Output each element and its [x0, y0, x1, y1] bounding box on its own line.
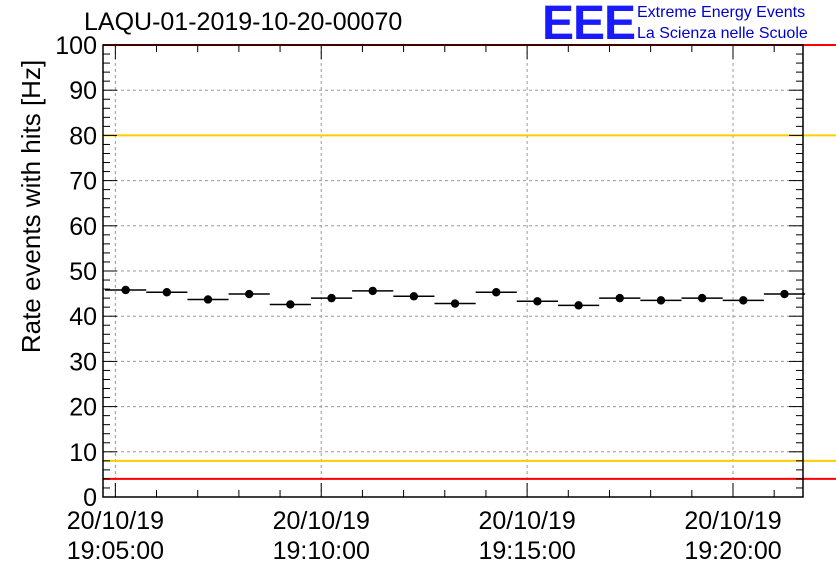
- y-tick-label: 0: [83, 484, 97, 512]
- axis-ticks: [103, 44, 803, 498]
- x-tick-label-date: 20/10/19: [478, 507, 575, 535]
- grid-lines: [103, 45, 803, 497]
- y-tick-label: 100: [55, 32, 97, 60]
- y-tick-label: 30: [69, 348, 97, 376]
- data-point: [162, 288, 172, 297]
- data-point: [450, 299, 460, 308]
- y-tick-label: 90: [69, 77, 97, 105]
- data-point: [327, 293, 336, 303]
- logo-line-2: La Scienza nelle Scuole: [637, 25, 808, 42]
- data-point: [656, 296, 666, 305]
- data-point: [697, 293, 707, 303]
- eee-logo: EEE: [542, 0, 636, 50]
- data-series: [105, 285, 806, 310]
- x-tick-label-date: 20/10/19: [684, 507, 781, 535]
- data-point: [780, 289, 789, 299]
- data-point: [121, 285, 130, 295]
- data-point: [203, 295, 213, 304]
- y-tick-label: 50: [69, 258, 97, 286]
- data-point: [615, 293, 624, 303]
- y-tick-label: 60: [69, 213, 97, 241]
- data-point: [574, 301, 583, 310]
- data-point: [409, 292, 419, 301]
- data-point: [739, 296, 748, 305]
- x-tick-label-time: 19:10:00: [273, 537, 370, 565]
- data-point: [533, 297, 542, 306]
- y-tick-label: 70: [69, 168, 97, 196]
- data-point: [368, 286, 377, 296]
- x-tick-label-time: 19:20:00: [684, 537, 781, 565]
- y-tick-label: 10: [69, 439, 97, 467]
- reference-lines: [103, 44, 836, 480]
- y-axis-label: Rate events with hits [Hz]: [15, 59, 46, 353]
- data-point: [492, 288, 501, 297]
- logo-line-1: Extreme Energy Events: [637, 4, 806, 21]
- y-tick-label: 40: [69, 303, 97, 331]
- chart-title: LAQU-01-2019-10-20-00070: [84, 8, 403, 36]
- data-point: [244, 289, 254, 299]
- x-tick-label-time: 19:05:00: [67, 537, 164, 565]
- y-tick-label: 80: [69, 122, 97, 150]
- x-tick-label-date: 20/10/19: [67, 507, 164, 535]
- data-point: [286, 300, 295, 309]
- y-tick-label: 20: [69, 394, 97, 422]
- tick-labels: 010203040506070809010020/10/1919:05:0020…: [55, 32, 781, 565]
- x-tick-label-time: 19:15:00: [478, 537, 575, 565]
- x-tick-label-date: 20/10/19: [273, 507, 370, 535]
